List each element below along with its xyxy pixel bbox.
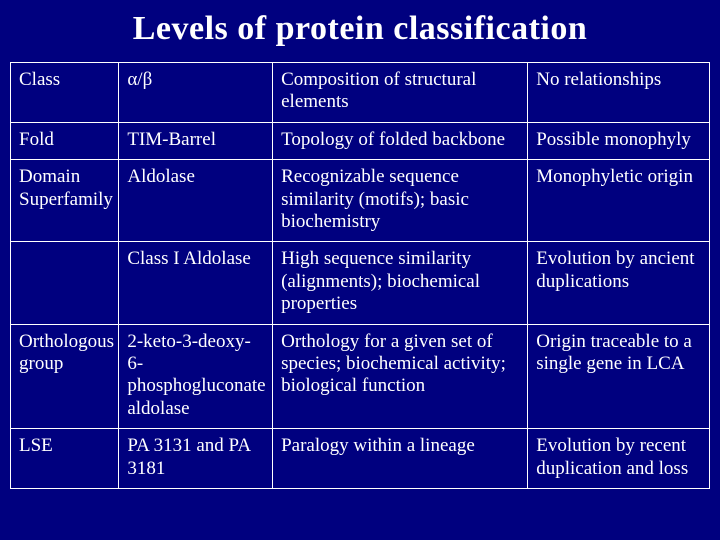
cell-level [11, 242, 119, 324]
table-row: Fold TIM-Barrel Topology of folded backb… [11, 122, 710, 159]
cell-evolution: Evolution by recent duplication and loss [528, 429, 710, 489]
cell-evolution: No relationships [528, 63, 710, 123]
cell-level: Domain Superfamily [11, 160, 119, 242]
cell-evolution: Monophyletic origin [528, 160, 710, 242]
slide: Levels of protein classification Class α… [0, 0, 720, 540]
cell-definition: Paralogy within a lineage [273, 429, 528, 489]
cell-example: PA 3131 and PA 3181 [119, 429, 273, 489]
table-row: Class I Aldolase High sequence similarit… [11, 242, 710, 324]
cell-level: Class [11, 63, 119, 123]
cell-example: 2-keto-3-deoxy-6-phosphogluconate aldola… [119, 324, 273, 429]
cell-level: Fold [11, 122, 119, 159]
cell-example: TIM-Barrel [119, 122, 273, 159]
table-row: Orthologous group 2-keto-3-deoxy-6-phosp… [11, 324, 710, 429]
cell-definition: Orthology for a given set of species; bi… [273, 324, 528, 429]
cell-evolution: Origin traceable to a single gene in LCA [528, 324, 710, 429]
classification-table: Class α/β Composition of structural elem… [10, 62, 710, 489]
table-row: Domain Superfamily Aldolase Recognizable… [11, 160, 710, 242]
cell-example: α/β [119, 63, 273, 123]
cell-example: Class I Aldolase [119, 242, 273, 324]
cell-definition: High sequence similarity (alignments); b… [273, 242, 528, 324]
cell-definition: Topology of folded backbone [273, 122, 528, 159]
slide-title: Levels of protein classification [10, 10, 710, 48]
cell-evolution: Evolution by ancient duplications [528, 242, 710, 324]
cell-example: Aldolase [119, 160, 273, 242]
cell-level: Orthologous group [11, 324, 119, 429]
table-row: LSE PA 3131 and PA 3181 Paralogy within … [11, 429, 710, 489]
cell-definition: Composition of structural elements [273, 63, 528, 123]
cell-level: LSE [11, 429, 119, 489]
table-row: Class α/β Composition of structural elem… [11, 63, 710, 123]
cell-evolution: Possible monophyly [528, 122, 710, 159]
cell-definition: Recognizable sequence similarity (motifs… [273, 160, 528, 242]
